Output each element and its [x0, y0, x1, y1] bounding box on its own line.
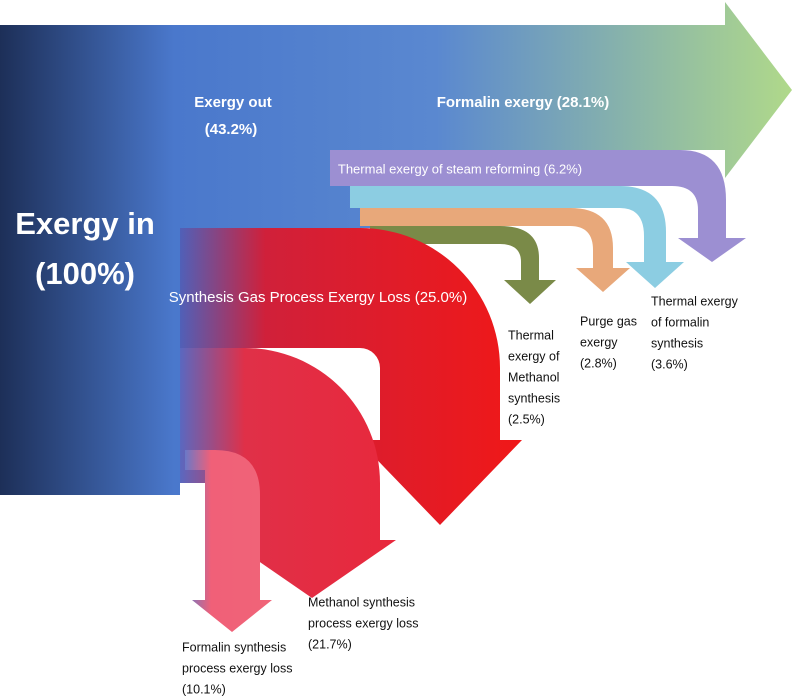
label: Methanol synthesis — [308, 595, 415, 609]
label: Thermal exergy — [651, 294, 739, 308]
label: Synthesis Gas Process Exergy Loss (25.0%… — [169, 289, 467, 306]
synthesis-gas-loss-flow — [180, 228, 522, 525]
labels: Thermal exergy of Methanol synthesis (2.5%) P… — [182, 294, 739, 696]
label: Methanol — [508, 370, 559, 384]
label: (2.8%) — [580, 356, 617, 370]
label: of formalin — [651, 315, 709, 329]
formalin-loss-flow — [185, 450, 272, 632]
label: exergy — [580, 335, 618, 349]
label: exergy of — [508, 349, 560, 363]
label: (2.5%) — [508, 412, 545, 426]
label: (43.2%) — [205, 121, 258, 138]
formalin-thermal-flow — [350, 186, 684, 288]
label: Exergy in — [15, 206, 155, 241]
label: (10.1%) — [182, 682, 226, 696]
label: Formalin exergy (28.1%) — [437, 94, 610, 111]
label: synthesis — [651, 336, 703, 350]
label: Thermal exergy of steam reforming (6.2%) — [338, 161, 582, 176]
label: Purge gas — [580, 314, 637, 328]
label: (21.7%) — [308, 637, 352, 651]
methanol-thermal-flow — [370, 226, 556, 304]
label: process exergy loss — [182, 661, 292, 675]
label: synthesis — [508, 391, 560, 405]
steam-reforming-flow — [330, 150, 746, 262]
label: Exergy out — [194, 94, 272, 111]
methanol-loss-flow — [180, 348, 396, 598]
label: Thermal — [508, 328, 554, 342]
exergy-in-flow — [0, 2, 792, 495]
purge-gas-flow — [360, 208, 630, 292]
label: process exergy loss — [308, 616, 418, 630]
label: (3.6%) — [651, 357, 688, 371]
label: Formalin synthesis — [182, 640, 286, 654]
label: (100%) — [35, 256, 135, 291]
